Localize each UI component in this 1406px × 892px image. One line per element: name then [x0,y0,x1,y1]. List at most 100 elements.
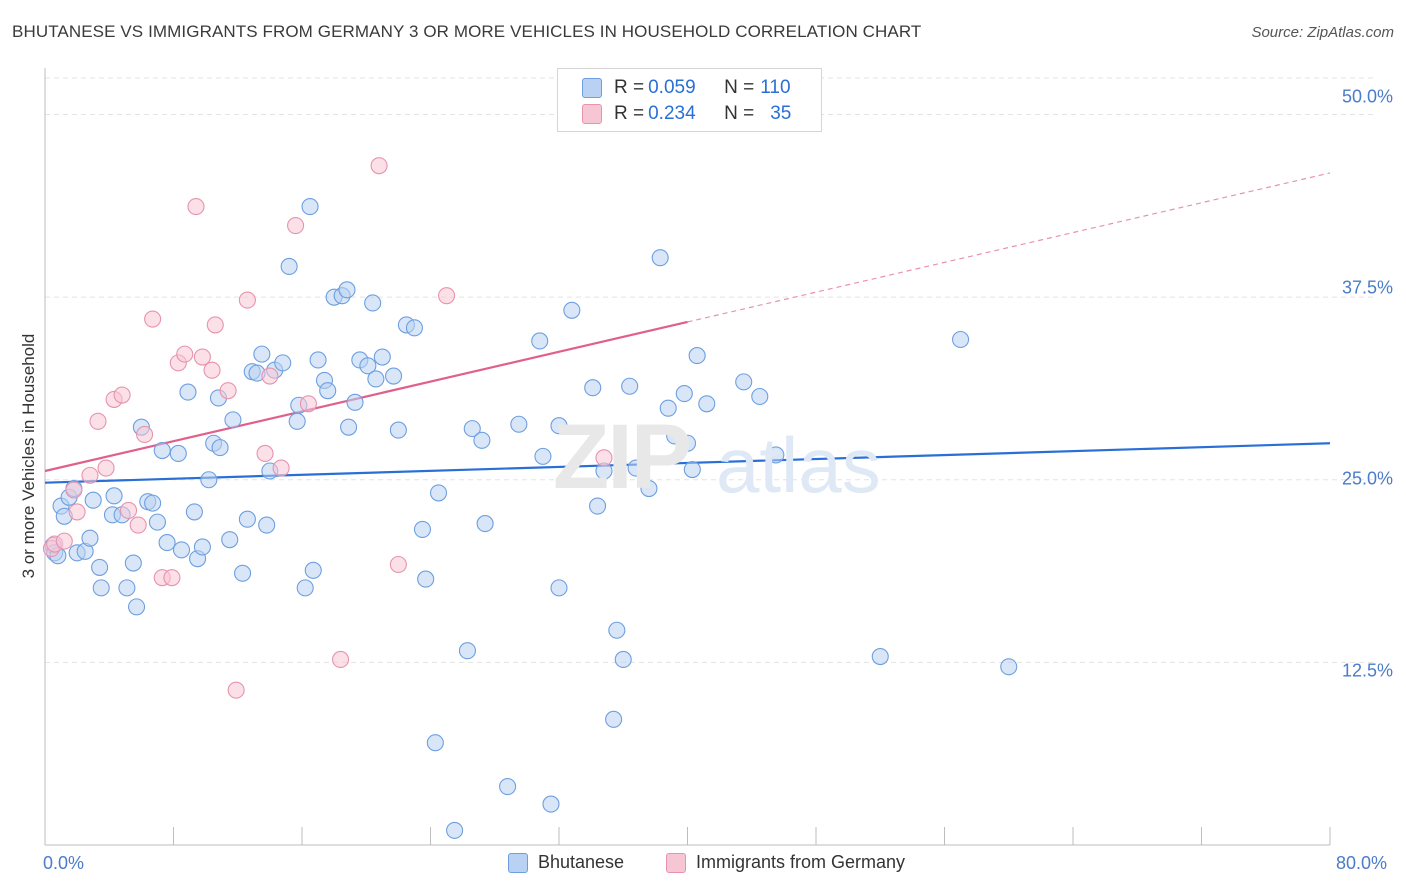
data-point-bhutanese [158,534,176,552]
data-point-bhutanese [288,412,306,430]
data-point-bhutanese [301,198,319,216]
data-point-bhutanese [751,387,769,406]
data-point-bhutanese [651,249,669,267]
data-point-bhutanese [871,647,889,666]
data-point-germany [219,382,237,400]
legend-n-label: N = [724,103,755,124]
trend-line-germany-extension [687,172,1331,323]
data-point-bhutanese [338,281,356,299]
data-point-bhutanese [426,734,444,752]
data-point-germany [206,316,224,334]
legend-r-value: 0.234 [648,103,696,124]
data-point-bhutanese [105,487,123,505]
legend-swatch-pink [666,852,686,873]
data-point-germany [370,157,388,175]
data-point-bhutanese [128,598,146,616]
data-point-germany [261,367,279,385]
data-point-bhutanese [224,411,242,429]
watermark-atlas: atlas [716,421,881,509]
data-point-bhutanese [84,491,102,509]
legend-n-label: N = [724,77,755,98]
data-point-bhutanese [91,558,109,576]
germany-points [42,157,613,699]
data-point-bhutanese [627,459,645,477]
data-point-bhutanese [118,579,136,597]
data-point-bhutanese [385,367,403,385]
legend-row-bhutanese: R = 0.059 N = 110 [582,76,791,100]
data-point-bhutanese [373,348,391,366]
data-point-bhutanese [446,821,464,839]
data-point-germany [136,425,154,444]
data-point-bhutanese [359,357,377,375]
data-point-bhutanese [429,484,448,502]
data-point-bhutanese [614,650,632,669]
data-point-bhutanese [463,420,481,438]
data-point-bhutanese [534,447,552,465]
data-point-bhutanese [153,441,171,460]
data-point-germany [65,481,83,499]
data-point-bhutanese [389,421,407,439]
legend-swatch-blue [582,78,602,98]
data-point-germany [299,395,317,413]
data-point-bhutanese [179,383,197,401]
data-point-germany [163,569,181,587]
data-point-bhutanese [92,579,110,597]
data-point-germany [97,459,115,477]
data-point-germany [68,503,86,521]
data-point-bhutanese [531,332,549,350]
data-point-bhutanese [675,385,693,403]
axes [44,68,1331,846]
data-point-germany [595,449,613,467]
bottom-legend-germany: Immigrants from Germany [666,852,905,873]
legend-r-value: 0.059 [648,77,696,98]
data-point-bhutanese [172,541,191,559]
legend-row-germany: R = 0.234 N = 35 [582,102,791,126]
data-point-bhutanese [640,479,658,498]
data-point-germany [272,459,290,477]
watermark-zip: ZIP [553,406,692,508]
data-point-bhutanese [144,494,162,512]
data-point-bhutanese [169,444,187,463]
data-point-germany [331,650,350,669]
y-tick-label: 12.5% [1341,660,1393,681]
data-point-bhutanese [499,778,517,796]
data-point-bhutanese [659,399,677,417]
bhutanese-points [44,198,1018,839]
data-point-bhutanese [274,354,292,372]
legend-n-value: 35 [770,103,792,124]
data-point-bhutanese [767,446,785,464]
y-axis-label: 3 or more Vehicles in Household [19,333,38,579]
chart-title: BHUTANESE VS IMMIGRANTS FROM GERMANY 3 O… [12,22,922,41]
data-point-bhutanese [304,561,322,579]
x-tick-label-max: 80.0% [1336,853,1388,873]
data-point-bhutanese [608,621,626,639]
data-point-germany [129,516,147,534]
data-point-germany [203,361,221,379]
data-point-germany [119,501,138,519]
data-point-bhutanese [413,520,432,538]
trend-line-germany [44,320,688,473]
data-point-bhutanese [688,347,706,365]
data-point-germany [187,198,205,216]
data-point-germany [238,291,256,309]
data-point-germany [176,345,194,363]
legend-label: Immigrants from Germany [696,852,906,872]
data-point-bhutanese [364,294,382,312]
data-point-bhutanese [238,510,256,528]
data-point-bhutanese [584,379,602,397]
data-point-bhutanese [683,460,701,479]
legend-n-value: 110 [760,77,791,98]
data-point-bhutanese [258,516,276,534]
data-point-bhutanese [510,415,528,433]
data-point-bhutanese [666,427,684,445]
data-point-germany [287,217,305,235]
legend-r-label: R = [614,77,645,98]
data-point-bhutanese [234,564,252,582]
legend-r-label: R = [614,103,645,124]
data-point-bhutanese [81,529,99,547]
data-point-bhutanese [550,417,568,435]
data-point-germany [55,532,73,550]
data-point-germany [438,287,456,305]
data-point-bhutanese [185,503,203,521]
data-point-bhutanese [563,301,581,319]
